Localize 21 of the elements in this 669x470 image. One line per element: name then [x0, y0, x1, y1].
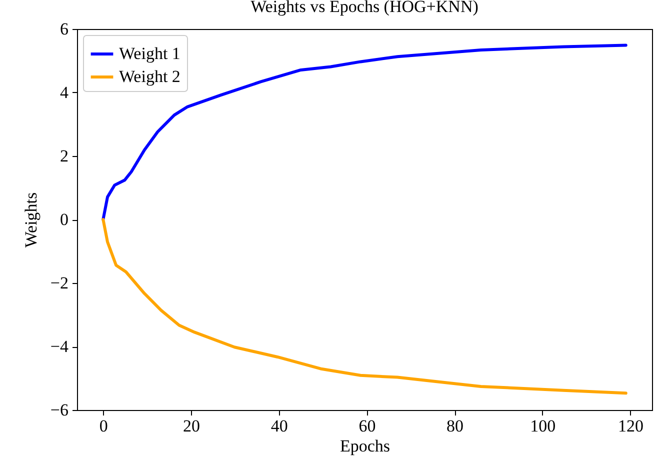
- x-tick-label: 0: [99, 416, 108, 436]
- x-tick-label: 120: [618, 416, 644, 436]
- y-axis-title: Weights: [21, 192, 40, 248]
- x-axis-title: Epochs: [340, 436, 390, 456]
- line-series: [102, 218, 628, 395]
- line-series: [102, 44, 628, 221]
- y-tick-label: 4: [60, 83, 69, 102]
- y-tick-label: −6: [50, 400, 68, 420]
- y-tick-label: −4: [50, 337, 69, 356]
- y-tick-label: −2: [50, 274, 68, 292]
- x-tick-label: 60: [358, 416, 376, 436]
- y-tick-label: 2: [60, 146, 68, 166]
- x-tick-label: 80: [446, 416, 464, 436]
- x-tick-label: 100: [530, 416, 556, 436]
- x-tick-label: 20: [182, 416, 200, 436]
- x-tick-label: 40: [270, 416, 288, 436]
- chart-title: Weights vs Epochs (HOG+KNN): [250, 0, 478, 16]
- legend-label: Weight 1: [119, 44, 180, 63]
- legend-label: Weight 2: [119, 67, 180, 86]
- y-tick-label: 0: [60, 210, 68, 229]
- y-tick-label: 6: [60, 20, 68, 38]
